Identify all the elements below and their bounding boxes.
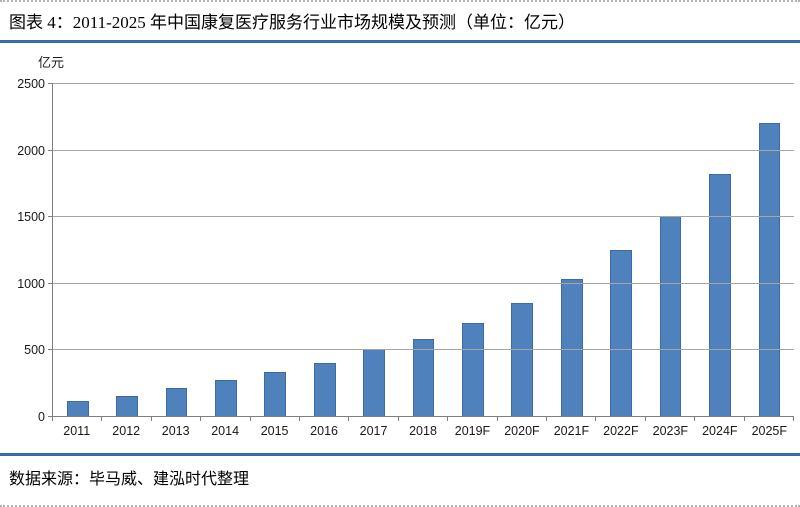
x-axis-tick-label: 2014	[211, 424, 240, 438]
y-tick-mark	[48, 83, 53, 84]
y-axis-unit-label: 亿元	[38, 55, 65, 70]
x-axis-tick-label: 2019F	[454, 424, 491, 438]
x-axis-tick-label: 2016	[310, 424, 338, 438]
bar-slot	[399, 84, 448, 416]
x-axis-tick-label: 2013	[161, 424, 190, 438]
bar-slot	[596, 84, 645, 416]
y-tick-mark	[48, 282, 53, 284]
bar-2019F	[462, 322, 484, 416]
x-tick-mark	[644, 417, 646, 421]
bar-series	[53, 84, 794, 416]
bar-slot	[349, 84, 398, 416]
x-axis-labels: 2011 2012 2013 2014 2015 2016 2017 2018 2019F 202…	[52, 424, 794, 438]
bar-2020F	[511, 302, 534, 416]
x-tick-mark	[545, 417, 547, 421]
bar-slot	[152, 84, 201, 416]
x-axis-tick-label: 2024F	[702, 424, 738, 438]
bar-slot	[646, 84, 695, 416]
x-axis-tick-label: 2011	[63, 424, 91, 438]
x-tick-mark	[694, 417, 696, 421]
x-axis-tick-label: 2017	[359, 424, 388, 438]
bar-2017	[363, 349, 385, 416]
x-tick-mark	[447, 417, 449, 421]
x-tick-mark	[298, 417, 300, 421]
bar-2015	[264, 372, 287, 416]
y-tick-mark	[48, 216, 53, 218]
x-axis-tick-label: 2023F	[652, 424, 689, 438]
y-axis-tick-label: 1000	[17, 276, 45, 291]
x-axis-tick-label: 2015	[260, 424, 289, 438]
x-tick-mark	[496, 417, 498, 421]
bar-slot	[201, 84, 250, 416]
x-tick-mark	[200, 417, 202, 421]
bar-2021F	[560, 278, 583, 416]
x-tick-mark	[595, 417, 597, 421]
bar-2012	[116, 396, 138, 416]
y-axis-tick-label: 0	[38, 410, 45, 424]
y-axis-tick-label: 1500	[17, 210, 45, 225]
bar-slot	[102, 84, 151, 416]
bar-slot	[251, 84, 300, 416]
gridline	[53, 149, 794, 151]
market-size-bar-chart: 亿元 0 500 1000 1500 2000 2500 2011 2012 2013 2014…	[0, 43, 800, 453]
bar-2013	[165, 388, 188, 416]
bar-2025F	[758, 122, 781, 416]
x-tick-mark	[743, 417, 745, 421]
bar-2011	[66, 401, 89, 416]
bar-2018	[412, 338, 435, 416]
bar-2024F	[709, 173, 731, 416]
bar-slot	[498, 84, 547, 416]
x-tick-mark	[397, 417, 399, 421]
y-tick-mark	[48, 149, 53, 151]
x-tick-mark	[249, 417, 251, 421]
x-axis-tick-label: 2018	[409, 424, 437, 438]
bar-slot	[448, 84, 497, 416]
x-axis-tick-label: 2022F	[603, 424, 639, 438]
x-tick-mark	[793, 417, 794, 421]
bar-2023F	[659, 216, 682, 416]
x-tick-mark	[52, 417, 53, 421]
gridline	[53, 282, 794, 284]
gridline	[53, 83, 794, 84]
bar-slot	[695, 84, 744, 416]
bar-slot	[53, 84, 102, 416]
y-axis-tick-label: 500	[24, 343, 45, 358]
bar-2014	[215, 380, 237, 416]
x-axis-tick-label: 2020F	[504, 424, 540, 438]
bar-slot	[547, 84, 596, 416]
gridline	[53, 349, 794, 351]
plot-area: 0 500 1000 1500 2000 2500	[17, 77, 794, 424]
bar-slot	[300, 84, 349, 416]
bar-slot	[745, 84, 794, 416]
x-axis-tick-label: 2012	[112, 424, 141, 438]
y-axis-tick-label: 2000	[17, 143, 45, 158]
bar-2016	[313, 362, 336, 416]
chart-figure-title: 图表 4：2011-2025 年中国康复医疗服务行业市场规模及预测（单位：亿元）	[0, 2, 800, 43]
bar-2022F	[610, 249, 633, 416]
y-axis-tick-label: 2500	[17, 77, 45, 91]
x-axis-tick-label: 2021F	[553, 424, 590, 438]
y-tick-mark	[48, 416, 53, 417]
x-axis-tick-label: 2025F	[751, 424, 788, 438]
x-tick-mark	[101, 417, 103, 421]
x-tick-mark	[150, 417, 152, 421]
y-tick-mark	[48, 349, 53, 351]
x-tick-mark	[348, 417, 350, 421]
data-source-note: 数据来源：毕马威、建泓时代整理	[0, 453, 800, 502]
gridline	[53, 216, 794, 218]
